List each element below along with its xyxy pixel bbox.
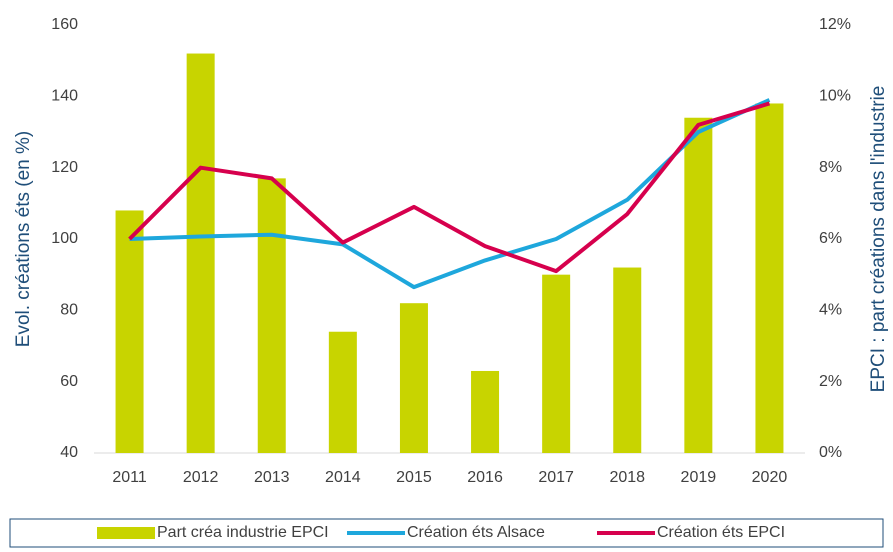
legend-label: Création éts EPCI	[657, 524, 785, 541]
bar	[613, 267, 642, 453]
y-tick-label: 140	[51, 88, 78, 105]
line	[128, 101, 771, 274]
bar	[186, 53, 215, 454]
y-tick-label: 80	[60, 302, 78, 319]
x-tick-label: 2019	[681, 469, 717, 486]
y2-tick-label: 12%	[819, 16, 851, 33]
legend-swatch	[97, 527, 155, 539]
bar	[684, 117, 713, 453]
legend-box	[9, 518, 884, 548]
y2-tick-label: 4%	[819, 302, 842, 319]
bar	[471, 370, 500, 453]
y2-axis-title: EPCI : part créations dans l'industrie	[868, 86, 889, 393]
legend-label: Création éts Alsace	[407, 524, 545, 541]
y2-tick-label: 0%	[819, 444, 842, 461]
bar	[399, 303, 428, 453]
bar	[115, 210, 144, 453]
x-tick-label: 2020	[752, 469, 788, 486]
x-tick-label: 2017	[538, 469, 574, 486]
legend-label: Part créa industrie EPCI	[157, 524, 329, 541]
bar	[328, 331, 357, 453]
x-tick-label: 2013	[254, 469, 290, 486]
y2-tick-label: 10%	[819, 88, 851, 105]
line	[129, 98, 771, 290]
x-tick-label: 2015	[396, 469, 432, 486]
y2-tick-label: 2%	[819, 373, 842, 390]
y-tick-label: 120	[51, 159, 78, 176]
x-tick-label: 2012	[183, 469, 219, 486]
bar	[542, 274, 571, 453]
y-tick-label: 40	[60, 444, 78, 461]
y2-tick-label: 8%	[819, 159, 842, 176]
bar	[755, 103, 784, 453]
y-tick-label: 60	[60, 373, 78, 390]
x-tick-label: 2011	[112, 469, 147, 486]
y-axis-title: Evol. créations éts (en %)	[13, 131, 34, 347]
x-tick-label: 2018	[609, 469, 645, 486]
y2-tick-label: 6%	[819, 230, 842, 247]
y-tick-label: 160	[51, 16, 78, 33]
x-tick-label: 2014	[325, 469, 361, 486]
y-tick-label: 100	[51, 230, 78, 247]
bar	[257, 178, 286, 453]
x-tick-label: 2016	[467, 469, 503, 486]
